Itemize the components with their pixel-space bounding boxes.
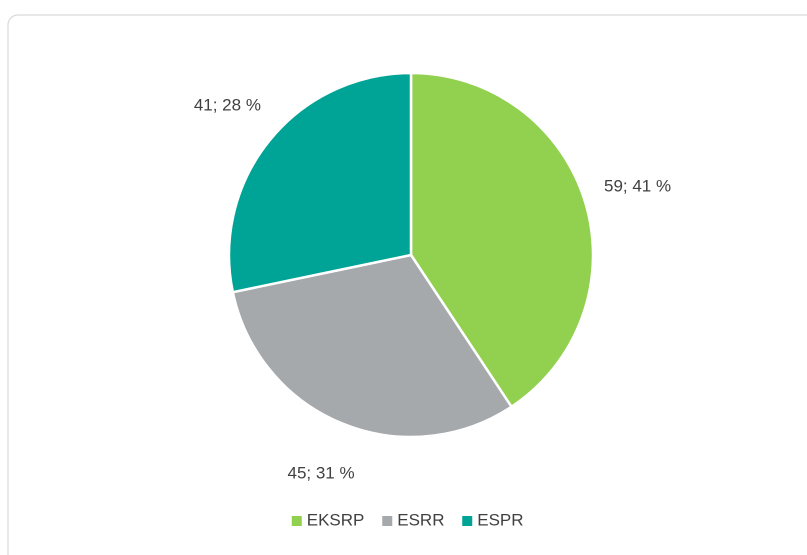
legend-swatch — [462, 516, 473, 526]
data-label: 41; 28 % — [194, 95, 261, 114]
legend-label: ESPR — [477, 510, 523, 529]
data-label: 59; 41 % — [604, 176, 671, 195]
legend-label: EKSRP — [307, 510, 365, 529]
legend-swatch — [382, 516, 393, 526]
legend-label: ESRR — [397, 510, 444, 529]
pie-slice — [231, 253, 514, 439]
legend-swatch — [291, 516, 302, 526]
data-label: 45; 31 % — [287, 463, 354, 482]
pie-slice — [227, 71, 413, 294]
